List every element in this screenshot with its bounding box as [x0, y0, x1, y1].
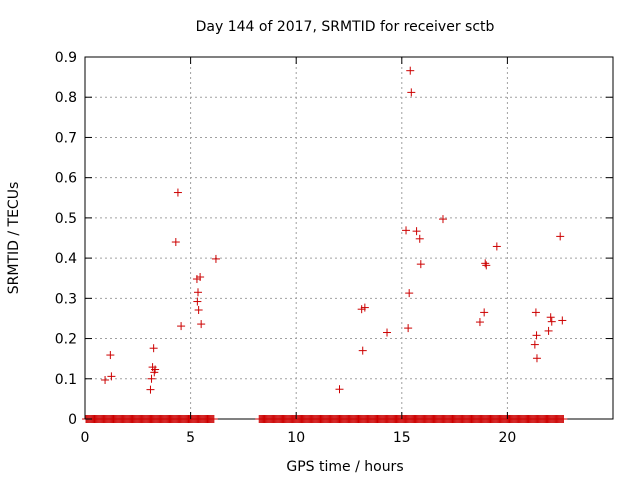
x-tick-label: 20: [498, 430, 516, 446]
data-point: [106, 351, 115, 360]
data-point: [193, 297, 202, 306]
data-point: [107, 372, 116, 381]
y-tick-label: 0.4: [55, 251, 77, 267]
data-point: [405, 289, 414, 298]
y-tick-label: 0.6: [55, 171, 77, 187]
data-markers: [82, 66, 568, 423]
data-point: [360, 303, 369, 312]
x-tick-label: 0: [81, 430, 90, 446]
data-point: [546, 313, 555, 322]
x-tick-label: 10: [287, 430, 305, 446]
data-point: [492, 242, 501, 251]
y-tick-label: 0.9: [55, 50, 77, 66]
data-point: [438, 215, 447, 224]
data-point: [358, 346, 367, 355]
data-point: [407, 88, 416, 97]
x-axis-label: GPS time / hours: [286, 459, 403, 475]
y-tick-label: 0: [68, 412, 77, 428]
data-point: [173, 188, 182, 197]
data-point: [211, 254, 220, 263]
data-point: [383, 328, 392, 337]
data-point: [146, 385, 155, 394]
data-point: [482, 261, 491, 270]
chart-title: Day 144 of 2017, SRMTID for receiver sct…: [196, 19, 495, 35]
data-point: [532, 331, 541, 340]
y-tick-label: 0.8: [55, 90, 77, 106]
data-point: [196, 273, 205, 282]
data-point: [480, 308, 489, 317]
data-point: [335, 385, 344, 394]
data-point: [416, 260, 425, 269]
data-point: [192, 275, 201, 284]
data-point: [197, 320, 206, 329]
data-point: [558, 316, 567, 325]
x-tick-label: 5: [186, 430, 195, 446]
plot-frame: [84, 56, 614, 420]
data-point: [544, 326, 553, 335]
data-point: [404, 324, 413, 333]
data-point: [357, 305, 366, 314]
y-axis-label: SRMTID / TECUs: [6, 182, 22, 295]
data-point: [415, 234, 424, 243]
grid-lines: [85, 56, 613, 419]
y-tick-label: 0.5: [55, 211, 77, 227]
data-point: [177, 322, 186, 331]
data-point: [530, 340, 539, 349]
x-axis: 0 5 10 15 20: [81, 57, 516, 446]
data-point: [481, 259, 490, 268]
plot-area: [84, 56, 614, 420]
data-point: [412, 227, 421, 236]
data-point: [556, 232, 565, 241]
data-point: [151, 365, 160, 374]
y-tick-label: 0.7: [55, 130, 77, 146]
y-axis: 0 0.1 0.2 0.3 0.4 0.5 0.6 0.7 0.8 0.9: [55, 50, 613, 428]
data-point: [149, 344, 158, 353]
data-point: [147, 374, 156, 383]
data-point-zero: [559, 415, 568, 423]
data-point: [406, 66, 415, 75]
data-point: [475, 318, 484, 327]
x-tick-label: 15: [393, 430, 411, 446]
data-point: [101, 375, 110, 384]
data-point: [532, 354, 541, 363]
data-point: [547, 317, 556, 326]
y-tick-label: 0.2: [55, 332, 77, 348]
data-point: [193, 288, 202, 297]
y-tick-label: 0.1: [55, 372, 77, 388]
data-point: [402, 226, 411, 235]
y-tick-label: 0.3: [55, 291, 77, 307]
data-point: [531, 308, 540, 317]
data-point: [171, 238, 180, 247]
data-point-zero: [209, 415, 218, 423]
data-point: [194, 305, 203, 314]
